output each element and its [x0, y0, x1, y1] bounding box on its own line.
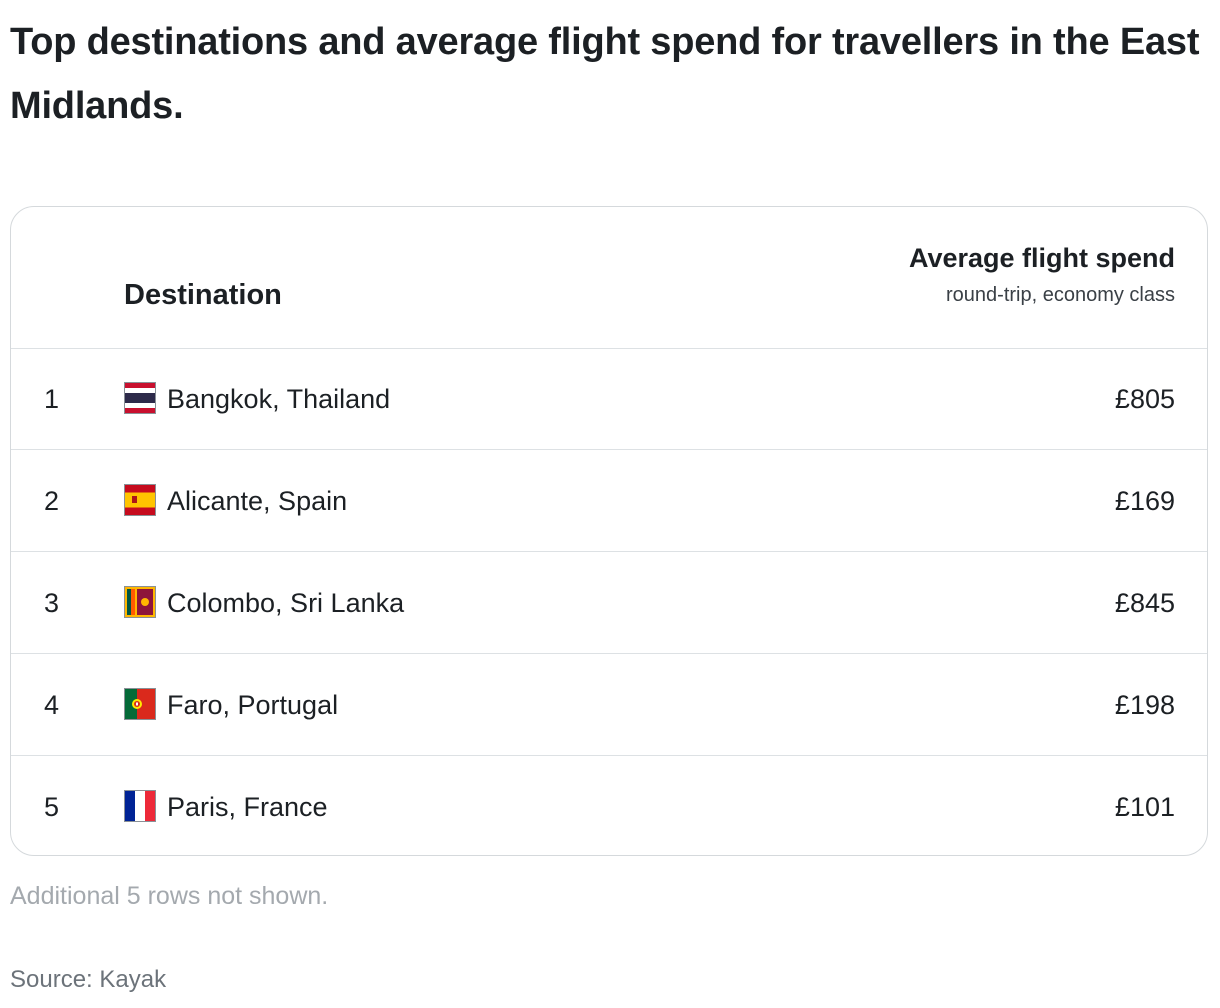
- destination-cell: Colombo, Sri Lanka: [167, 588, 405, 618]
- france-flag-icon: [124, 790, 156, 822]
- destination-cell: Faro, Portugal: [167, 690, 339, 720]
- table-row: 1 Bangkok, Thailand £805: [11, 348, 1207, 450]
- price-cell: £198: [1114, 690, 1175, 720]
- rank-cell: 4: [44, 690, 60, 720]
- rank-cell: 1: [44, 384, 60, 414]
- portugal-flag-icon: [124, 688, 156, 720]
- header-spend-label: Average flight spend: [908, 243, 1175, 273]
- destination-cell: Bangkok, Thailand: [167, 384, 391, 414]
- table-row: 4 Faro, Portugal £198: [11, 654, 1207, 756]
- destination-cell: Paris, France: [167, 792, 328, 822]
- table-row: 3 Colombo, Sri Lanka £845: [11, 552, 1207, 654]
- page-title: Top destinations and average flight spen…: [10, 21, 1200, 127]
- rank-cell: 5: [44, 792, 60, 822]
- price-cell: £169: [1114, 486, 1175, 516]
- price-cell: £845: [1114, 588, 1175, 618]
- table-header: Destination Average flight spend round-t…: [11, 207, 1207, 349]
- price-cell: £101: [1114, 792, 1175, 822]
- header-spend-sublabel: round-trip, economy class: [946, 284, 1175, 306]
- header-destination: Destination: [124, 279, 282, 311]
- sri-lanka-flag-icon: [124, 586, 156, 618]
- table-row: 2 Alicante, Spain £169: [11, 450, 1207, 552]
- rank-cell: 2: [44, 486, 60, 516]
- destination-cell: Alicante, Spain: [167, 486, 348, 516]
- price-cell: £805: [1114, 384, 1175, 414]
- rank-cell: 3: [44, 588, 60, 618]
- table-row: 5 Paris, France £101: [11, 756, 1207, 855]
- table-body: 1 Bangkok, Thailand £805 2: [11, 348, 1207, 855]
- rows-not-shown-note: Additional 5 rows not shown.: [10, 882, 329, 910]
- thailand-flag-icon: [124, 382, 156, 414]
- destinations-table: Destination Average flight spend round-t…: [10, 206, 1208, 856]
- spain-flag-icon: [124, 484, 156, 516]
- source-caption: Source: Kayak: [10, 966, 167, 993]
- header-spend: Average flight spend round-trip, economy…: [909, 243, 1175, 307]
